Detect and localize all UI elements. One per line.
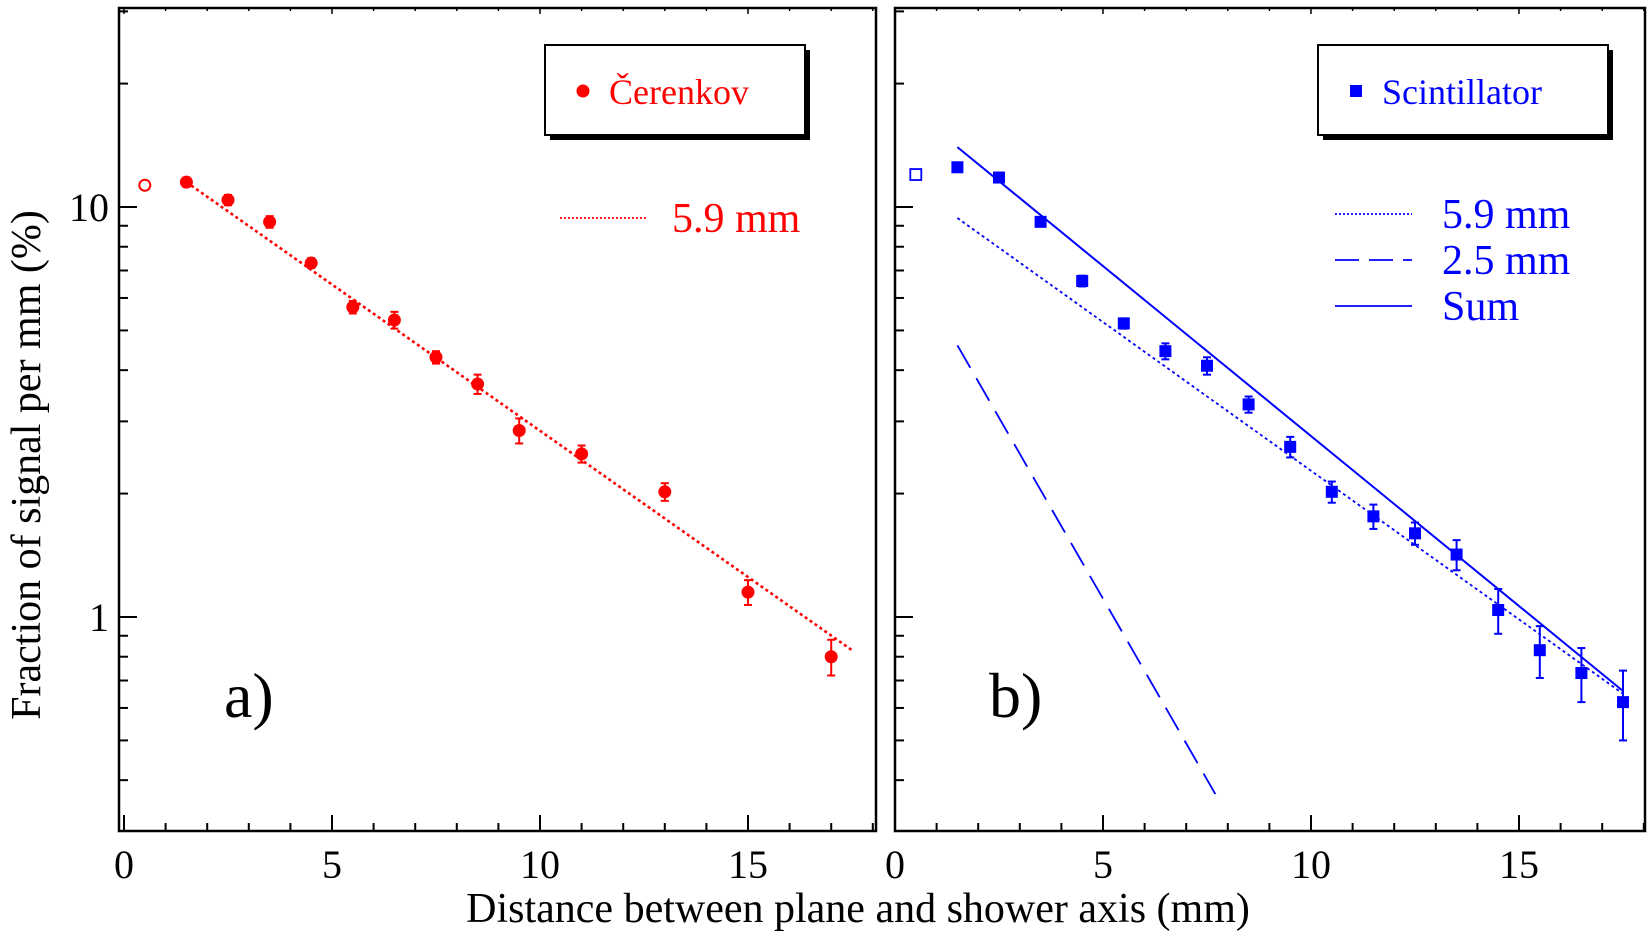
y-axis-label: Fraction of signal per mm (%) (4, 210, 50, 720)
legend-box (544, 44, 806, 136)
x-tick-label: 15 (1499, 842, 1539, 887)
data-point (1575, 667, 1588, 680)
data-point (263, 215, 277, 229)
legend-label: Scintillator (1382, 72, 1542, 112)
data-point (951, 161, 964, 174)
data-point (658, 485, 672, 499)
x-axis-label: Distance between plane and shower axis (… (466, 886, 1250, 932)
data-point (221, 193, 235, 207)
data-point (575, 447, 589, 461)
data-point (429, 350, 443, 364)
panel-label: a) (224, 660, 274, 731)
data-point (346, 300, 360, 314)
data-point (1409, 527, 1421, 540)
data-point (1450, 548, 1463, 561)
legend-box (1317, 44, 1609, 136)
panel-label: b) (989, 660, 1042, 731)
data-point (512, 424, 526, 438)
data-point (304, 256, 318, 270)
y-tick-label: 1 (89, 595, 109, 640)
line-legend-label: 5.9 mm (672, 196, 801, 242)
line-legend-label: 2.5 mm (1442, 238, 1571, 284)
data-point (471, 377, 485, 391)
data-point (1284, 440, 1297, 453)
x-tick-label: 10 (1291, 842, 1331, 887)
x-tick-label: 10 (520, 842, 560, 887)
x-tick-label: 15 (728, 842, 768, 887)
data-point (1325, 485, 1338, 498)
line-legend-label: 5.9 mm (1442, 192, 1571, 238)
data-point (1617, 696, 1629, 709)
data-point (1242, 398, 1255, 411)
legend-marker (1350, 85, 1362, 97)
data-point (1034, 215, 1047, 228)
line-legend-label: Sum (1442, 284, 1519, 330)
fit-line (956, 344, 1217, 795)
data-point (824, 650, 838, 664)
data-point (1117, 317, 1130, 330)
data-point (387, 313, 401, 327)
data-point (1159, 345, 1172, 358)
fit-line (956, 146, 1624, 692)
data-point (179, 175, 193, 189)
panel-a: 0 5 10 15 1 10 Čerenkov 5.9 mm a) (69, 6, 878, 887)
data-point (1492, 604, 1505, 617)
x-tick-label: 5 (1093, 842, 1113, 887)
data-point (1367, 510, 1380, 523)
open-data-point (909, 168, 923, 181)
fit-line (185, 181, 853, 652)
x-tick-label: 0 (885, 842, 905, 887)
data-point (993, 171, 1005, 184)
x-tick-label: 0 (114, 842, 134, 887)
data-point (1201, 359, 1213, 372)
data-point (1076, 274, 1089, 287)
data-point (1533, 644, 1546, 657)
data-point (741, 585, 755, 599)
legend-label: Čerenkov (609, 72, 749, 112)
y-tick-label: 10 (69, 185, 109, 230)
x-tick-label: 5 (322, 842, 342, 887)
open-data-point (138, 178, 152, 192)
legend-marker (576, 84, 590, 98)
